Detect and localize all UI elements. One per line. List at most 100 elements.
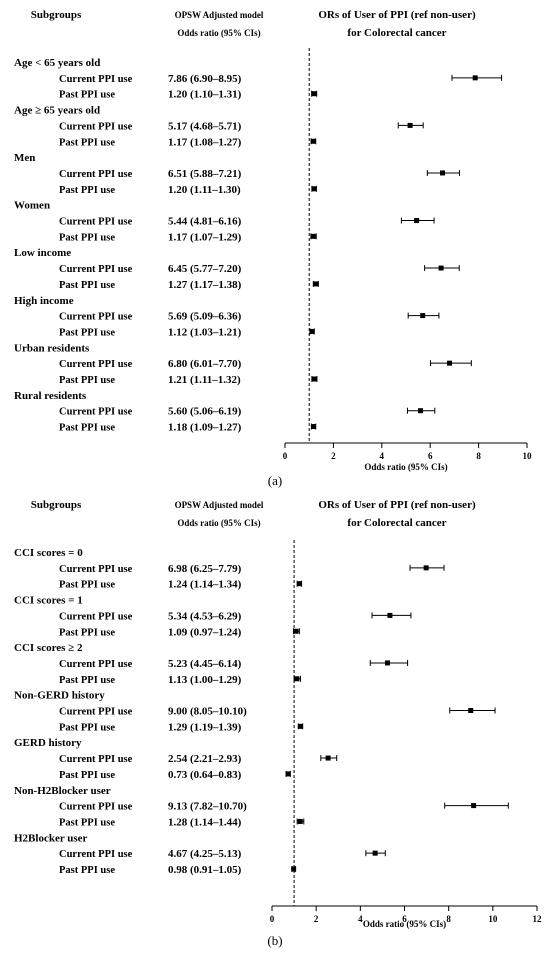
row-label: Past PPI use — [59, 722, 115, 733]
or-value-text: 2.54 (2.21–2.93) — [168, 753, 242, 765]
row-label: Past PPI use — [59, 280, 115, 291]
x-tick-label: 10 — [523, 451, 533, 461]
or-value-text: 5.69 (5.09–6.36) — [168, 311, 242, 323]
row-label: Current PPI use — [59, 121, 133, 132]
row-label: Current PPI use — [59, 707, 133, 718]
x-tick-label: 12 — [533, 914, 543, 924]
subgroup-label: GERD history — [14, 737, 82, 749]
or-value-text: 7.86 (6.90–8.95) — [168, 73, 242, 85]
or-value-text: 1.21 (1.11–1.32) — [168, 374, 241, 386]
row-label: Current PPI use — [59, 359, 133, 370]
or-point — [310, 138, 316, 144]
subgroup-label: Non-H2Blocker user — [14, 785, 111, 797]
row-label: Current PPI use — [59, 169, 133, 180]
row-label: Current PPI use — [59, 802, 133, 813]
row-label: Past PPI use — [59, 770, 115, 781]
or-point — [311, 186, 317, 192]
row-label: Current PPI use — [59, 264, 133, 275]
or-value-text: 1.29 (1.19–1.39) — [168, 721, 242, 733]
row-label: Current PPI use — [59, 611, 133, 622]
x-tick-label: 8 — [446, 914, 451, 924]
or-point — [297, 818, 303, 824]
row-label: Past PPI use — [59, 90, 115, 101]
row-label: Past PPI use — [59, 865, 115, 876]
or-point — [440, 170, 446, 176]
row-label: Past PPI use — [59, 675, 115, 686]
row-label: Past PPI use — [59, 580, 115, 591]
subgroup-label: CCI scores = 1 — [14, 595, 83, 607]
or-value-text: 5.60 (5.06–6.19) — [168, 406, 242, 418]
x-tick-label: 6 — [402, 914, 407, 924]
or-point — [407, 122, 413, 128]
or-point — [384, 660, 390, 666]
row-label: Current PPI use — [59, 407, 133, 418]
or-point — [414, 218, 420, 223]
or-point — [293, 628, 299, 634]
or-value-text: 1.24 (1.14–1.34) — [168, 579, 242, 591]
x-axis-label: Odds ratio (95% CIs) — [364, 462, 447, 472]
x-tick-label: 0 — [283, 451, 288, 461]
row-label: Current PPI use — [59, 74, 133, 85]
or-value-text: 1.09 (0.97–1.24) — [168, 626, 242, 638]
or-point — [438, 265, 444, 271]
model-subheader: Odds ratio (95% CIs) — [177, 518, 260, 528]
x-tick-label: 10 — [488, 914, 498, 924]
row-label: Past PPI use — [59, 232, 115, 243]
or-point — [311, 424, 317, 430]
or-point — [420, 313, 426, 319]
subgroup-label: Age < 65 years old — [14, 57, 100, 69]
or-value-text: 0.98 (0.91–1.05) — [168, 864, 242, 876]
or-value-text: 1.17 (1.08–1.27) — [168, 136, 242, 148]
or-point — [311, 91, 317, 97]
or-point — [325, 755, 331, 761]
row-label: Past PPI use — [59, 185, 115, 196]
or-point — [471, 803, 477, 809]
or-value-text: 1.28 (1.14–1.44) — [168, 816, 242, 828]
subgroups-header: Subgroups — [31, 499, 82, 511]
row-label: Current PPI use — [59, 849, 133, 860]
or-value-text: 6.51 (5.88–7.21) — [168, 168, 242, 180]
subgroup-label: Men — [14, 152, 35, 164]
subgroup-label: CCI scores ≥ 2 — [14, 642, 83, 654]
or-value-text: 5.17 (4.68–5.71) — [168, 120, 242, 132]
subgroup-label: Urban residents — [14, 342, 90, 354]
x-tick-label: 4 — [358, 914, 363, 924]
subgroup-label: Low income — [14, 247, 71, 259]
plot-subtitle: for Colorectal cancer — [347, 27, 446, 39]
x-tick-label: 4 — [380, 451, 385, 461]
x-tick-label: 8 — [476, 451, 481, 461]
x-tick-label: 2 — [314, 914, 319, 924]
row-label: Current PPI use — [59, 312, 133, 323]
plot-subtitle: for Colorectal cancer — [347, 517, 446, 529]
or-value-text: 1.18 (1.09–1.27) — [168, 422, 242, 434]
x-tick-label: 6 — [428, 451, 433, 461]
or-point — [291, 866, 297, 872]
or-value-text: 5.23 (4.45–6.14) — [168, 658, 242, 670]
row-label: Current PPI use — [59, 217, 133, 228]
or-point — [310, 233, 316, 239]
or-value-text: 1.20 (1.10–1.31) — [168, 89, 242, 101]
subgroup-label: H2Blocker user — [14, 832, 88, 844]
or-value-text: 9.13 (7.82–10.70) — [168, 801, 247, 813]
plot-title: ORs of User of PPI (ref non-user) — [318, 499, 476, 511]
row-label: Current PPI use — [59, 754, 133, 765]
or-point — [472, 75, 478, 81]
row-label: Past PPI use — [59, 375, 115, 386]
or-value-text: 5.44 (4.81–6.16) — [168, 216, 242, 228]
or-point — [447, 360, 453, 366]
row-label: Current PPI use — [59, 659, 133, 670]
or-point — [294, 676, 300, 682]
or-value-text: 6.98 (6.25–7.79) — [168, 563, 242, 575]
or-point — [309, 328, 315, 334]
or-value-text: 5.34 (4.53–6.29) — [168, 610, 242, 622]
subgroup-label: Non-GERD history — [14, 690, 105, 702]
or-point — [285, 771, 291, 777]
or-value-text: 6.80 (6.01–7.70) — [168, 358, 242, 370]
plot-title: ORs of User of PPI (ref non-user) — [318, 9, 476, 21]
or-value-text: 0.73 (0.64–0.83) — [168, 769, 242, 781]
x-tick-label: 2 — [331, 451, 336, 461]
subgroup-label: CCI scores = 0 — [14, 547, 83, 559]
panel-label: (a) — [268, 473, 282, 488]
x-axis-label: Odds ratio (95% CIs) — [363, 919, 446, 929]
